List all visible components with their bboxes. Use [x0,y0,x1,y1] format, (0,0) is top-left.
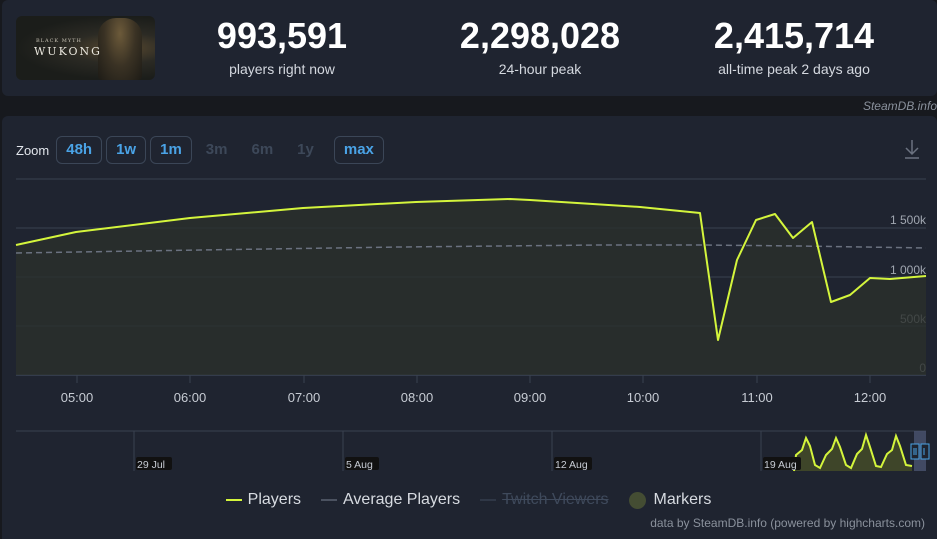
navigator-date: 5 Aug [346,459,373,471]
stat-current-players: 993,591 players right now [202,16,362,79]
legend-label: Markers [653,491,712,508]
x-tick: 08:00 [401,390,434,405]
stat-label: all-time peak 2 days ago [718,61,870,77]
stat-24h-peak: 2,298,028 24-hour peak [440,16,640,79]
twitch-line-icon [480,499,497,501]
stat-label: players right now [229,61,335,77]
x-axis-labels: 05:00 06:00 07:00 08:00 09:00 10:00 11:0… [61,390,887,405]
zoom-6m-button: 6m [241,136,283,164]
zoom-1w-button[interactable]: 1w [106,136,147,164]
y-tick: 1 000k [890,263,927,277]
chart-legend: Players Average Players Twitch Viewers M… [0,491,937,509]
markers-dot-icon [628,491,646,509]
character-art [98,18,142,80]
legend-players[interactable]: Players [225,491,302,509]
y-tick: 1 500k [890,213,927,227]
stat-value: 2,298,028 [459,15,621,56]
legend-markers[interactable]: Markers [628,491,712,509]
legend-label: Players [247,491,302,508]
zoom-48h-button[interactable]: 48h [56,136,103,164]
x-tick: 07:00 [288,390,321,405]
players-line [15,198,927,341]
header-card: BLACK MYTH WUKONG 993,591 players right … [2,0,937,96]
x-tick: 12:00 [854,390,887,405]
game-title: WUKONG [34,45,102,58]
x-tick: 11:00 [741,390,773,405]
legend-twitch-viewers[interactable]: Twitch Viewers [480,491,609,509]
x-axis [76,375,871,383]
navigator-date: 12 Aug [555,459,588,471]
highcharts-credit[interactable]: data by SteamDB.info (powered by highcha… [650,516,925,530]
legend-label: Twitch Viewers [502,491,609,508]
navigator-date: 19 Aug [764,459,797,471]
zoom-1y-button: 1y [287,136,324,164]
players-area [16,199,926,375]
download-icon[interactable] [903,138,921,160]
stat-value: 2,415,714 [713,15,875,56]
game-subtitle: BLACK MYTH [36,38,82,44]
average-players-line [15,244,927,254]
x-tick: 05:00 [61,390,94,405]
players-line-icon [225,499,242,501]
legend-average-players[interactable]: Average Players [321,491,460,509]
game-thumbnail[interactable]: BLACK MYTH WUKONG [16,16,155,80]
navigator-selection[interactable] [914,431,926,471]
zoom-toolbar: Zoom 48h 1w 1m 3m 6m 1y max [16,136,384,164]
stat-all-time-peak: 2,415,714 all-time peak 2 days ago [694,16,894,79]
stat-label: 24-hour peak [498,61,582,77]
zoom-1m-button[interactable]: 1m [150,136,192,164]
x-tick: 10:00 [627,390,660,405]
navigator-date: 29 Jul [137,459,165,471]
navigator-handle-left[interactable] [910,443,920,460]
navigator-handle-right[interactable] [920,443,930,460]
navigator[interactable]: 29 Jul 5 Aug 12 Aug 19 Aug [16,430,930,472]
x-tick: 09:00 [514,390,547,405]
x-tick: 06:00 [174,390,207,405]
steamdb-credit[interactable]: SteamDB.info [862,99,937,113]
zoom-max-button[interactable]: max [333,136,384,164]
legend-label: Average Players [343,491,461,508]
stat-value: 993,591 [216,15,348,56]
zoom-label: Zoom [16,142,50,158]
average-line-icon [321,499,338,501]
zoom-3m-button: 3m [196,136,238,164]
navigator-series-line [793,431,913,472]
